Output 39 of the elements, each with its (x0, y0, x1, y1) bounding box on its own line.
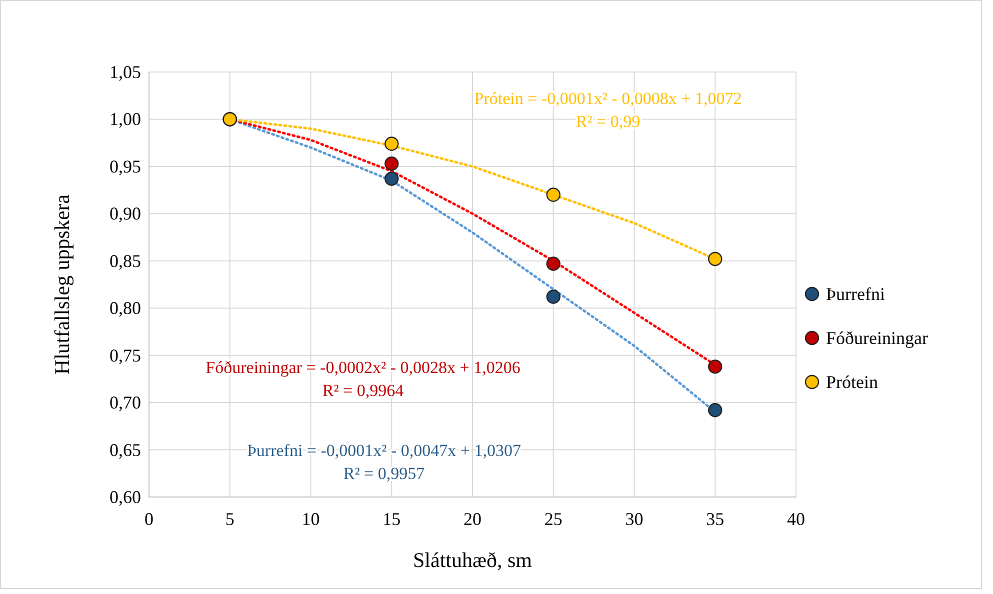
y-tick-label: 1,05 (110, 62, 141, 82)
x-tick-label: 25 (544, 509, 562, 529)
y-tick-label: 0,60 (110, 487, 141, 507)
point (708, 252, 722, 266)
y-tick-label: 1,00 (110, 109, 141, 130)
x-tick-label: 10 (302, 509, 320, 529)
x-tick-label: 5 (225, 509, 234, 529)
x-tick-label: 0 (144, 509, 154, 529)
y-axis-title: Hlutfallsleg uppskera (50, 194, 74, 375)
y-tick-label: 0,70 (110, 392, 141, 413)
point (708, 360, 722, 374)
annotation: Þurrefni = -0,0001x² - 0,0047x + 1,0307 (246, 441, 522, 460)
legend-label: Þurrefni (826, 284, 885, 304)
point (708, 403, 722, 418)
point (546, 290, 560, 304)
point (384, 156, 399, 171)
annotation: Prótein = -0,0001x² - 0,0008x + 1,0072 (474, 89, 742, 108)
y-tick-label: 0,95 (110, 156, 141, 176)
legend-label: Fóðureiningar (826, 328, 928, 348)
point (384, 136, 399, 151)
point (384, 172, 399, 186)
y-tick-label: 0,85 (110, 250, 141, 271)
annotation: R² = 0,99 (576, 112, 640, 131)
legend-label: Prótein (826, 372, 878, 392)
y-tick-label: 0,75 (110, 345, 141, 366)
x-tick-label: 35 (706, 509, 724, 529)
y-tick-label: 0,80 (110, 298, 141, 318)
y-tick-label: 0,90 (110, 204, 141, 224)
x-tick-label: 15 (382, 509, 401, 529)
annotation: R² = 0,9964 (322, 381, 404, 400)
annotation: Fóðureiningar = -0,0002x² - 0,0028x + 1,0206 (206, 358, 520, 377)
y-tick-label: 0,65 (110, 440, 141, 460)
point (546, 188, 560, 202)
annotation: R² = 0,9957 (343, 464, 426, 483)
x-tick-label: 30 (625, 509, 644, 529)
x-tick-label: 20 (464, 509, 482, 529)
x-tick-label: 40 (787, 509, 805, 529)
x-axis-title: Sláttuhæð, sm (412, 548, 532, 572)
point (546, 256, 560, 271)
